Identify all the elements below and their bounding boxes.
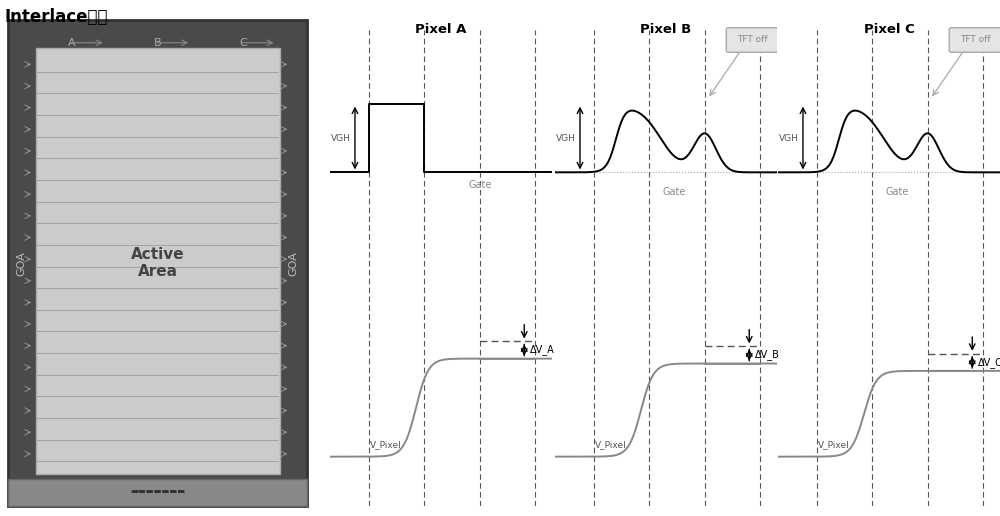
FancyBboxPatch shape [949, 28, 1000, 52]
FancyBboxPatch shape [726, 28, 778, 52]
FancyBboxPatch shape [36, 47, 280, 474]
FancyBboxPatch shape [8, 21, 307, 506]
Text: Interlace驱动: Interlace驱动 [5, 8, 108, 26]
Text: Pixel C: Pixel C [864, 23, 914, 36]
Text: ΔV_B: ΔV_B [755, 349, 780, 360]
Text: V_Pixel: V_Pixel [818, 440, 850, 449]
Text: Gate: Gate [886, 187, 909, 197]
Text: ΔV_C: ΔV_C [978, 357, 1000, 368]
Text: Active
Area: Active Area [131, 247, 184, 279]
Text: VGH: VGH [331, 134, 351, 142]
Text: Gate: Gate [663, 187, 686, 197]
Text: TFT off: TFT off [960, 36, 990, 44]
Text: VGH: VGH [556, 134, 576, 142]
Text: Pixel B: Pixel B [640, 23, 692, 36]
Text: A: A [68, 38, 76, 47]
Text: ΔV_A: ΔV_A [530, 345, 555, 356]
Text: GOA: GOA [288, 251, 298, 276]
Text: ▬▬▬▬▬▬▬: ▬▬▬▬▬▬▬ [130, 487, 185, 495]
Text: B: B [154, 38, 161, 47]
Text: V_Pixel: V_Pixel [370, 440, 402, 449]
FancyBboxPatch shape [8, 479, 307, 506]
Text: Pixel A: Pixel A [415, 23, 467, 36]
Text: VGH: VGH [779, 134, 799, 142]
Text: C: C [239, 38, 247, 47]
Text: Gate: Gate [469, 180, 492, 190]
Text: TFT off: TFT off [737, 36, 767, 44]
Text: GOA: GOA [17, 251, 27, 276]
Text: V_Pixel: V_Pixel [595, 440, 627, 449]
